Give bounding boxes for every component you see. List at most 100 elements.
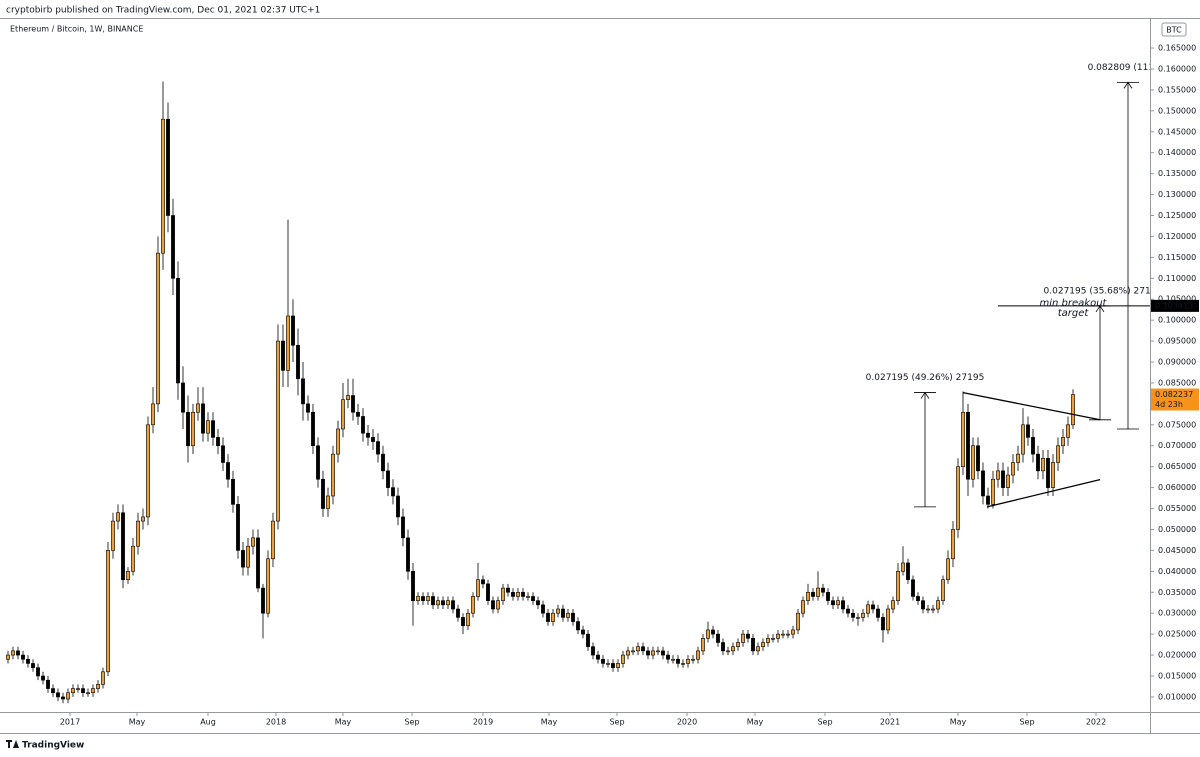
candle-body <box>306 403 310 413</box>
x-tick-label: Sep <box>609 718 624 727</box>
x-tick-label: 2020 <box>677 718 697 727</box>
candle-body <box>221 445 225 463</box>
candle-body <box>701 638 705 652</box>
candle-body <box>501 587 505 601</box>
candle-body <box>606 663 610 665</box>
axes: 0.010000 0.015000 0.020000 0.025000 0.030000… <box>60 44 1199 727</box>
candle-body <box>741 633 745 643</box>
candle-body <box>891 600 895 610</box>
candle-body <box>781 633 785 636</box>
candle-body <box>591 646 595 656</box>
candle-body <box>126 571 130 581</box>
y-tick-label: 0.140000 <box>1158 148 1196 157</box>
candle-body <box>161 118 165 254</box>
candle-body <box>56 692 60 698</box>
candle-body <box>826 591 830 601</box>
candle-body <box>541 604 545 614</box>
candle-body <box>61 696 65 700</box>
x-tick-label: Sep <box>404 718 419 727</box>
candle-body <box>466 612 470 627</box>
candle-body <box>11 650 15 656</box>
candle-body <box>1021 424 1025 455</box>
candle-body <box>81 688 85 694</box>
candle-body <box>36 667 40 677</box>
y-tick-label: 0.010000 <box>1158 692 1196 701</box>
candle-body <box>586 633 590 647</box>
candle-body <box>686 658 690 664</box>
y-tick-label: 0.120000 <box>1158 232 1196 241</box>
candle-body <box>941 579 945 601</box>
measure: 0.082809 (111.85 <box>1088 63 1150 430</box>
candle-body <box>86 692 90 695</box>
candle-body <box>131 545 135 572</box>
candle-body <box>506 587 510 593</box>
candle-body <box>631 650 635 653</box>
candle-body <box>581 629 585 635</box>
y-tick-label: 0.060000 <box>1158 483 1196 492</box>
candle-body <box>906 562 910 581</box>
x-tick-label: Sep <box>1019 718 1034 727</box>
candle-body <box>186 411 190 447</box>
candle-body <box>386 470 390 488</box>
candle-body <box>26 658 30 664</box>
candle-body <box>661 650 665 656</box>
candle-body <box>101 671 105 685</box>
candle-body <box>346 395 350 400</box>
candle-body <box>876 608 880 618</box>
candle-body <box>536 600 540 606</box>
candle-body <box>556 608 560 614</box>
measure-arrow <box>1095 305 1105 313</box>
y-tick-label: 0.050000 <box>1158 525 1196 534</box>
candle-body <box>651 650 655 656</box>
y-tick-label: 0.040000 <box>1158 567 1196 576</box>
candle-body <box>441 600 445 606</box>
candle-body <box>31 663 35 668</box>
candle-body <box>1056 445 1060 463</box>
plot-area: 0.027195 (49.26%) 27195 0.027195 (35.68%)… <box>6 63 1157 704</box>
candle-body <box>836 600 840 606</box>
candle-body <box>911 579 915 597</box>
candle-body <box>71 688 75 694</box>
candle-body <box>1051 462 1055 488</box>
footer-logo: TradingView <box>6 740 84 751</box>
measure-note: min breakout <box>1040 298 1108 309</box>
x-tick-label: 2021 <box>880 718 900 727</box>
candle-body <box>706 629 710 639</box>
candle-body <box>456 608 460 618</box>
candle-body <box>191 411 195 447</box>
candle-body <box>796 612 800 631</box>
x-tick-label: May <box>950 718 967 727</box>
candle-body <box>271 520 275 560</box>
candle-body <box>256 537 260 589</box>
candle-body <box>971 445 975 480</box>
candle-body <box>1006 474 1010 488</box>
candle-body <box>296 344 300 380</box>
candle-body <box>571 612 575 622</box>
candle-body <box>731 646 735 652</box>
candle-body <box>266 558 270 614</box>
candle-body <box>881 617 885 631</box>
candle-body <box>241 550 245 568</box>
candle-body <box>611 663 615 668</box>
candle-body <box>916 596 920 601</box>
measure-label: 0.027195 (35.68%) 2719 <box>1044 286 1157 296</box>
candle-body <box>656 650 660 653</box>
candle-body <box>181 382 185 413</box>
candle-body <box>116 512 120 522</box>
candle-body <box>996 470 1000 480</box>
y-tick-label: 0.155000 <box>1158 85 1196 94</box>
candle-body <box>1036 453 1040 472</box>
candle-body <box>231 478 235 505</box>
candle-body <box>451 600 455 610</box>
candle-body <box>521 591 525 597</box>
candle-body <box>776 633 780 639</box>
candle-body <box>716 633 720 643</box>
candle-body <box>981 470 985 497</box>
currency: BTC <box>1166 26 1182 35</box>
measure-label: 0.027195 (49.26%) 27195 <box>866 373 985 383</box>
x-tick-label: May <box>541 718 558 727</box>
candle-body <box>381 453 385 472</box>
candle-body <box>41 675 45 681</box>
